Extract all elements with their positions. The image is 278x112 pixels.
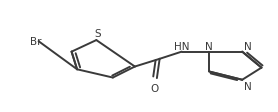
Text: N: N <box>244 41 251 51</box>
Text: N: N <box>205 41 213 51</box>
Text: N: N <box>244 82 251 92</box>
Text: S: S <box>95 29 101 39</box>
Text: O: O <box>150 83 158 93</box>
Text: HN: HN <box>174 41 189 51</box>
Text: Br: Br <box>30 36 42 46</box>
